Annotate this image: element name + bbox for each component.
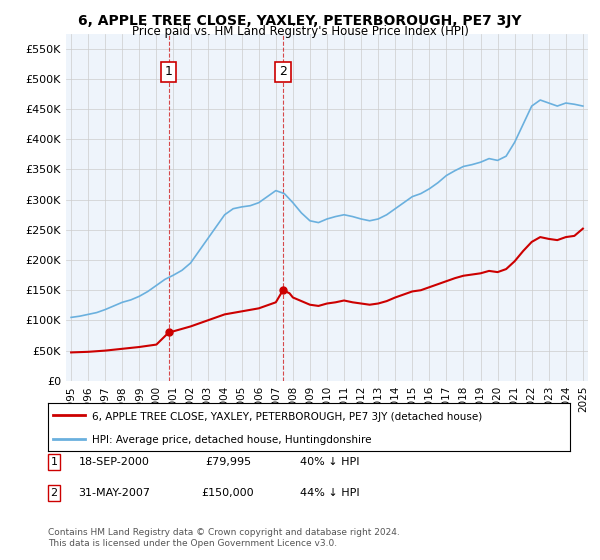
Text: 40% ↓ HPI: 40% ↓ HPI <box>300 457 360 467</box>
Text: Contains HM Land Registry data © Crown copyright and database right 2024.
This d: Contains HM Land Registry data © Crown c… <box>48 528 400 548</box>
Text: Price paid vs. HM Land Registry's House Price Index (HPI): Price paid vs. HM Land Registry's House … <box>131 25 469 38</box>
Text: 2: 2 <box>279 66 287 78</box>
Text: 1: 1 <box>165 66 173 78</box>
Text: £79,995: £79,995 <box>205 457 251 467</box>
Text: 1: 1 <box>50 457 58 467</box>
Text: 31-MAY-2007: 31-MAY-2007 <box>78 488 150 498</box>
Text: £150,000: £150,000 <box>202 488 254 498</box>
Text: 2: 2 <box>50 488 58 498</box>
Text: HPI: Average price, detached house, Huntingdonshire: HPI: Average price, detached house, Hunt… <box>92 435 372 445</box>
Text: 6, APPLE TREE CLOSE, YAXLEY, PETERBOROUGH, PE7 3JY (detached house): 6, APPLE TREE CLOSE, YAXLEY, PETERBOROUG… <box>92 412 482 422</box>
Text: 6, APPLE TREE CLOSE, YAXLEY, PETERBOROUGH, PE7 3JY: 6, APPLE TREE CLOSE, YAXLEY, PETERBOROUG… <box>78 14 522 28</box>
Text: 44% ↓ HPI: 44% ↓ HPI <box>300 488 360 498</box>
Text: 18-SEP-2000: 18-SEP-2000 <box>79 457 149 467</box>
